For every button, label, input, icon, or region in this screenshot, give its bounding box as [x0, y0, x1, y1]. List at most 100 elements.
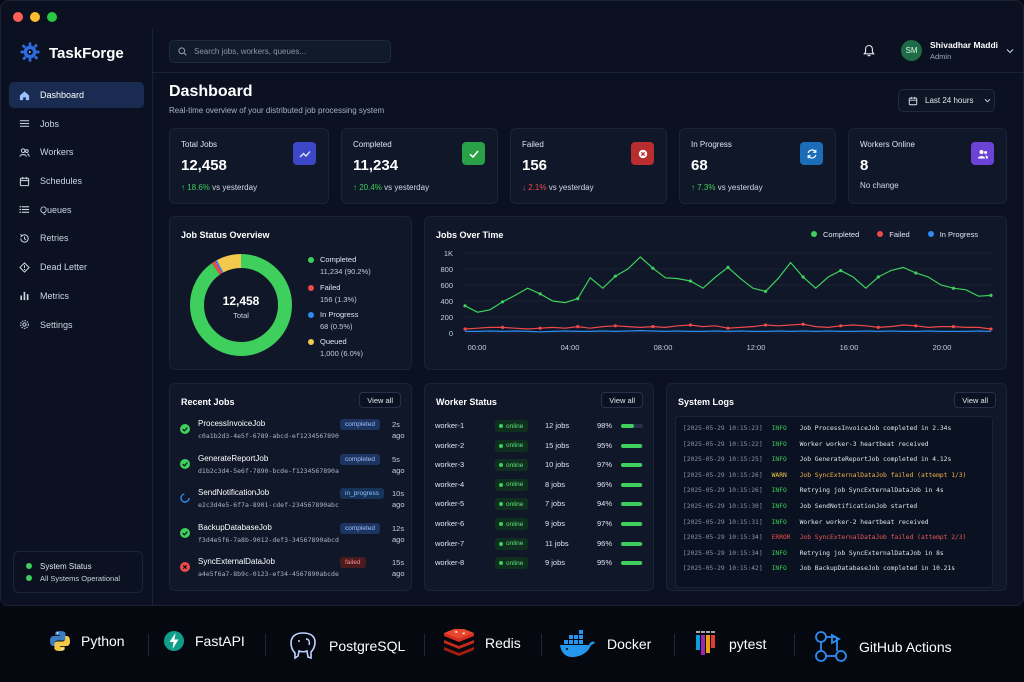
data-point[interactable] — [613, 274, 617, 278]
job-row[interactable]: BackupDatabaseJob f3d4e5f6-7a8b-9012-def3… — [180, 520, 408, 554]
data-point[interactable] — [463, 327, 467, 331]
search-input[interactable]: Search jobs, workers, queues... — [169, 40, 391, 63]
data-point[interactable] — [651, 325, 655, 329]
job-row[interactable]: SendNotificationJob e2c3d4e5-6f7a-8901-cd… — [180, 485, 408, 519]
close-window-button[interactable] — [13, 12, 23, 22]
status-label: online — [506, 540, 524, 548]
data-point[interactable] — [726, 326, 730, 330]
job-row[interactable]: SyncExternalDataJob a4e5f6a7-8b9c-0123-ef… — [180, 554, 408, 588]
worker-row[interactable]: worker-2 online 15 jobs 95% — [435, 439, 647, 455]
data-point[interactable] — [839, 269, 843, 273]
worker-row[interactable]: worker-4 online 8 jobs 96% — [435, 478, 647, 494]
stat-value: 11,234 — [353, 157, 399, 174]
brand[interactable]: TaskForge — [1, 29, 152, 77]
stat-card-completed[interactable]: Completed 11,234 ↑ 20.4% vs yesterday — [341, 128, 498, 204]
legend-item-in-progress[interactable]: In Progress — [927, 230, 978, 239]
jobs-over-time-chart[interactable]: 0 200 400 600 800 1K 00:00 04:00 08:00 12:00 16:00… — [425, 247, 1008, 372]
sidebar-item-jobs[interactable]: Jobs — [9, 111, 144, 137]
stat-delta: ↑ 7.3% vs yesterday — [691, 183, 763, 192]
data-point[interactable] — [989, 293, 993, 297]
worker-row[interactable]: worker-7 online 11 jobs 96% — [435, 537, 647, 553]
data-point[interactable] — [839, 324, 843, 328]
data-point[interactable] — [951, 325, 956, 329]
data-point[interactable] — [651, 266, 655, 270]
job-row[interactable]: GenerateReportJob d1b2c3d4-5e6f-7890-bcde… — [180, 451, 408, 485]
y-tick-label: 200 — [440, 313, 453, 322]
recent-jobs-view-all-button[interactable]: View all — [359, 392, 401, 408]
sidebar-item-settings[interactable]: Settings — [9, 312, 144, 338]
worker-row[interactable]: worker-1 online 12 jobs 98% — [435, 419, 647, 435]
worker-row[interactable]: worker-5 online 7 jobs 94% — [435, 497, 647, 513]
donut-slice-queued[interactable] — [190, 254, 292, 356]
progress-bar — [621, 541, 643, 546]
time-range-select[interactable]: Last 24 hours — [898, 89, 995, 112]
status-badge: online — [495, 518, 529, 530]
data-point[interactable] — [876, 275, 880, 279]
data-point[interactable] — [613, 324, 617, 328]
data-point[interactable] — [500, 300, 505, 304]
stat-card-failed[interactable]: Failed 156 ↓ 2.1% vs yesterday — [510, 128, 667, 204]
worker-row[interactable]: worker-6 online 9 jobs 97% — [435, 517, 647, 533]
legend-item-failed[interactable]: Failed — [877, 230, 910, 239]
maximize-window-button[interactable] — [47, 12, 57, 22]
status-badge: online — [495, 478, 529, 491]
data-point[interactable] — [576, 297, 580, 301]
sidebar-item-queues[interactable]: Queues — [9, 197, 144, 223]
series-line-in-progress[interactable] — [465, 329, 992, 333]
data-point[interactable] — [726, 265, 730, 269]
sidebar-item-label: Retries — [40, 233, 69, 244]
data-point[interactable] — [538, 292, 542, 296]
data-point[interactable] — [951, 286, 956, 290]
sidebar-item-workers[interactable]: Workers — [9, 139, 144, 165]
data-point[interactable] — [801, 275, 805, 279]
worker-row[interactable]: worker-3 online 10 jobs 97% — [435, 458, 647, 474]
stat-title: Completed — [353, 140, 392, 149]
data-point[interactable] — [763, 289, 768, 293]
data-point[interactable] — [989, 327, 993, 331]
spinner-icon — [180, 493, 190, 503]
stat-card-workers-online[interactable]: Workers Online 8 No change — [848, 128, 1007, 204]
postgresql-elephant-icon — [290, 632, 316, 660]
chevron-down-icon — [985, 98, 991, 103]
sidebar-item-metrics[interactable]: Metrics — [9, 283, 144, 309]
log-message: Retrying job SyncExternalDataJob in 4s — [799, 487, 944, 495]
data-point[interactable] — [500, 325, 505, 329]
log-console[interactable]: [2025-05-29 10:15:23] INFO Job ProcessInvo… — [675, 416, 993, 588]
sidebar-item-schedules[interactable]: Schedules — [9, 168, 144, 194]
sidebar-item-dashboard[interactable]: Dashboard — [9, 82, 144, 108]
worker-row[interactable]: worker-8 online 9 jobs 95% — [435, 556, 647, 572]
data-point[interactable] — [688, 279, 693, 283]
stat-card-in-progress[interactable]: In Progress 68 ↑ 7.3% vs yesterday — [679, 128, 836, 204]
users-icon — [971, 142, 994, 165]
system-logs-view-all-button[interactable]: View all — [954, 392, 996, 408]
sidebar-item-dead-letter[interactable]: Dead Letter — [9, 254, 144, 280]
job-row[interactable]: ProcessInvoiceJob c0a1b2d3-4e5f-6789-abcd… — [180, 416, 408, 450]
user-menu[interactable]: SM Shivadhar Maddi Admin — [901, 40, 1014, 61]
worker-status-view-all-button[interactable]: View all — [601, 392, 643, 408]
stat-card-total-jobs[interactable]: Total Jobs 12,458 ↑ 18.6% vs yesterday — [169, 128, 329, 204]
data-point[interactable] — [538, 326, 542, 330]
data-point[interactable] — [763, 323, 768, 327]
minimize-window-button[interactable] — [30, 12, 40, 22]
main-content: Dashboard Real-time overview of your dis… — [153, 73, 1023, 605]
log-level: INFO — [771, 487, 787, 495]
home-icon — [19, 90, 30, 100]
data-point[interactable] — [463, 304, 467, 308]
job-name: SyncExternalDataJob — [198, 557, 275, 566]
progress-fill — [621, 482, 643, 487]
data-point[interactable] — [801, 322, 805, 326]
data-point[interactable] — [914, 271, 918, 275]
tech-pytest: pytest — [694, 629, 766, 659]
tech-python: Python — [48, 629, 125, 653]
bell-icon[interactable] — [863, 44, 875, 57]
status-donut-chart[interactable]: 12,458 Total — [186, 250, 296, 360]
data-point[interactable] — [688, 323, 693, 327]
data-point[interactable] — [576, 325, 580, 329]
topbar: Search jobs, workers, queues... SM Shiva… — [153, 29, 1023, 73]
data-point[interactable] — [914, 324, 918, 328]
sidebar: TaskForge Dashboard Jobs Workers Schedul… — [1, 29, 153, 605]
legend-item-completed[interactable]: Completed — [811, 230, 859, 239]
legend-value: 11,234 (90.2%) — [320, 267, 371, 276]
data-point[interactable] — [876, 325, 880, 329]
sidebar-item-retries[interactable]: Retries — [9, 225, 144, 251]
